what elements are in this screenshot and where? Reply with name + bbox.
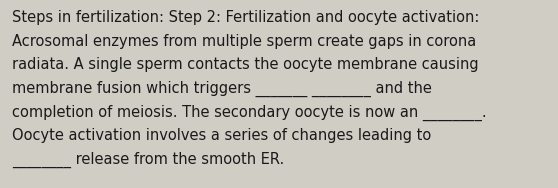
Text: Steps in fertilization: Step 2: Fertilization and oocyte activation:: Steps in fertilization: Step 2: Fertiliz… <box>12 10 479 25</box>
Text: Acrosomal enzymes from multiple sperm create gaps in corona: Acrosomal enzymes from multiple sperm cr… <box>12 34 476 49</box>
Text: ________ release from the smooth ER.: ________ release from the smooth ER. <box>12 152 284 168</box>
Text: membrane fusion which triggers _______ ________ and the: membrane fusion which triggers _______ _… <box>12 81 432 97</box>
Text: completion of meiosis. The secondary oocyte is now an ________.: completion of meiosis. The secondary ooc… <box>12 104 487 121</box>
Text: radiata. A single sperm contacts the oocyte membrane causing: radiata. A single sperm contacts the ooc… <box>12 57 479 72</box>
Text: Oocyte activation involves a series of changes leading to: Oocyte activation involves a series of c… <box>12 128 431 143</box>
